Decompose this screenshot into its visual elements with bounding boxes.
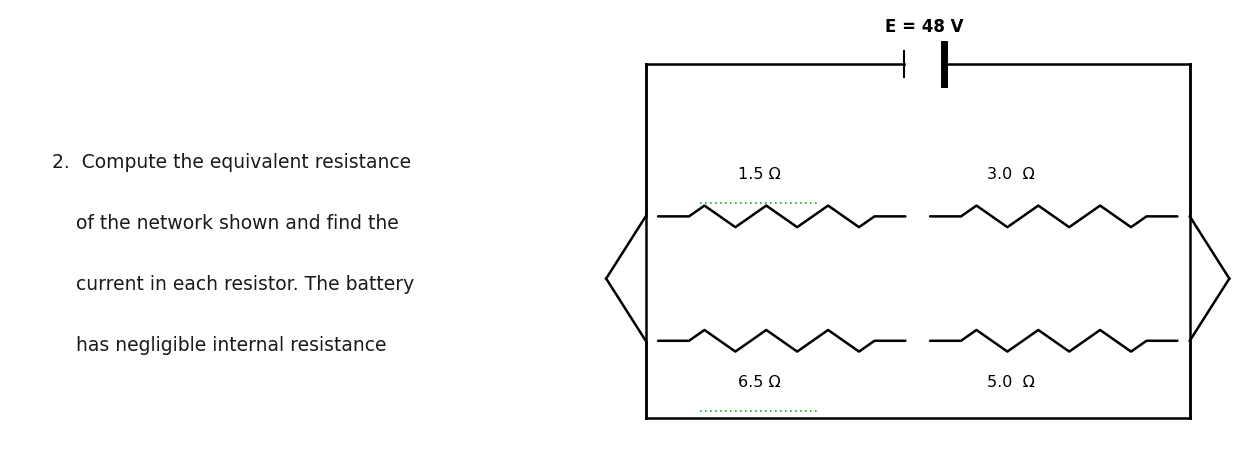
Text: 6.5 Ω: 6.5 Ω [738,375,781,390]
Text: 2.  Compute the equivalent resistance: 2. Compute the equivalent resistance [52,153,411,172]
Text: of the network shown and find the: of the network shown and find the [52,214,399,233]
Text: has negligible internal resistance: has negligible internal resistance [52,336,386,355]
Text: 1.5 Ω: 1.5 Ω [738,167,781,182]
Text: 5.0  Ω: 5.0 Ω [986,375,1035,390]
Text: 3.0  Ω: 3.0 Ω [986,167,1035,182]
Text: current in each resistor. The battery: current in each resistor. The battery [52,275,415,294]
Text: E = 48 V: E = 48 V [884,18,964,36]
